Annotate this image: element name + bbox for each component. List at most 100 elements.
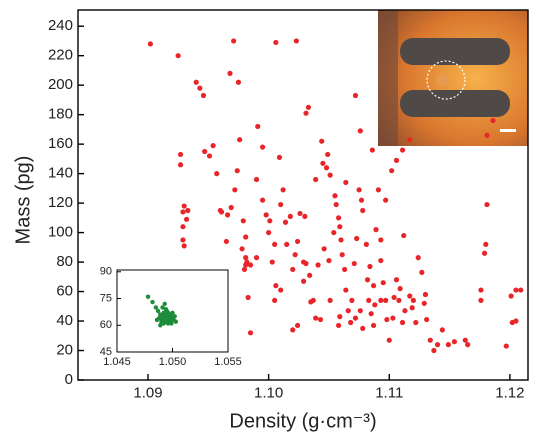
channel-wall xyxy=(378,10,398,146)
point xyxy=(294,322,301,329)
point xyxy=(424,316,430,323)
point xyxy=(319,138,325,144)
point xyxy=(407,137,413,143)
point xyxy=(409,305,415,311)
y-axis-title: Mass (pg) xyxy=(12,156,34,245)
point xyxy=(273,39,279,46)
point xyxy=(321,246,327,252)
point xyxy=(513,318,519,324)
point xyxy=(247,262,254,268)
point xyxy=(445,342,451,348)
point xyxy=(245,294,251,301)
point xyxy=(484,132,490,138)
point xyxy=(185,207,191,214)
point xyxy=(240,218,246,224)
point xyxy=(202,148,208,155)
point xyxy=(263,212,269,218)
point xyxy=(307,272,313,278)
point xyxy=(253,176,260,183)
point xyxy=(313,315,319,321)
point xyxy=(390,315,396,321)
point xyxy=(177,162,184,168)
point xyxy=(343,287,349,293)
point xyxy=(315,262,321,268)
point xyxy=(343,179,349,186)
point xyxy=(337,314,343,320)
plot-frame xyxy=(77,9,529,381)
point xyxy=(308,299,314,305)
point xyxy=(401,232,407,239)
point xyxy=(335,215,342,221)
point xyxy=(227,70,233,76)
point xyxy=(266,229,272,236)
point xyxy=(228,204,234,211)
point xyxy=(356,187,362,193)
point xyxy=(357,308,363,314)
point xyxy=(170,310,175,315)
point xyxy=(193,79,199,85)
point xyxy=(287,213,293,219)
point xyxy=(386,337,392,343)
x-tick-label: 1.10 xyxy=(254,384,283,401)
point xyxy=(290,327,296,333)
y-tick-label: 240 xyxy=(48,17,73,34)
point xyxy=(267,218,273,224)
point xyxy=(200,92,207,99)
point xyxy=(255,123,261,130)
y-tick-label: 140 xyxy=(48,165,73,182)
point xyxy=(375,187,382,193)
point xyxy=(363,241,369,247)
point xyxy=(326,257,332,264)
point xyxy=(303,110,309,116)
point xyxy=(368,311,374,317)
y-tick-label: 180 xyxy=(48,106,73,123)
y-tick-label: 0 xyxy=(65,371,73,388)
point xyxy=(369,147,375,153)
point xyxy=(478,297,484,303)
point xyxy=(269,259,275,265)
micrograph-inset xyxy=(378,10,528,146)
point xyxy=(164,308,170,314)
point xyxy=(335,322,342,329)
point xyxy=(180,237,186,243)
point xyxy=(415,255,421,261)
point xyxy=(294,238,301,245)
point xyxy=(348,319,354,326)
point xyxy=(407,293,413,299)
point xyxy=(253,255,260,261)
point xyxy=(327,172,333,178)
point xyxy=(243,234,249,240)
point xyxy=(259,197,266,203)
point xyxy=(290,266,296,273)
point xyxy=(282,219,289,225)
point xyxy=(317,316,324,323)
point xyxy=(323,165,330,171)
scale-bar xyxy=(500,129,516,132)
point xyxy=(345,308,351,314)
point xyxy=(337,224,343,230)
point xyxy=(278,201,284,208)
point xyxy=(465,342,471,348)
point xyxy=(301,278,307,284)
point xyxy=(292,252,298,258)
point xyxy=(342,266,348,273)
point xyxy=(478,287,484,293)
point xyxy=(333,201,339,208)
point xyxy=(231,38,237,44)
point xyxy=(360,325,366,332)
point xyxy=(367,263,373,270)
point xyxy=(351,260,357,267)
point xyxy=(284,241,290,247)
point xyxy=(177,151,184,158)
point xyxy=(166,315,172,321)
point xyxy=(358,197,365,203)
x-tick-label: 1.12 xyxy=(495,384,524,401)
x-tick-label: 1.055 xyxy=(214,356,242,368)
point xyxy=(259,144,266,150)
point xyxy=(302,213,308,219)
point xyxy=(327,297,333,303)
point xyxy=(378,297,384,303)
point xyxy=(364,277,371,283)
point xyxy=(396,297,402,303)
